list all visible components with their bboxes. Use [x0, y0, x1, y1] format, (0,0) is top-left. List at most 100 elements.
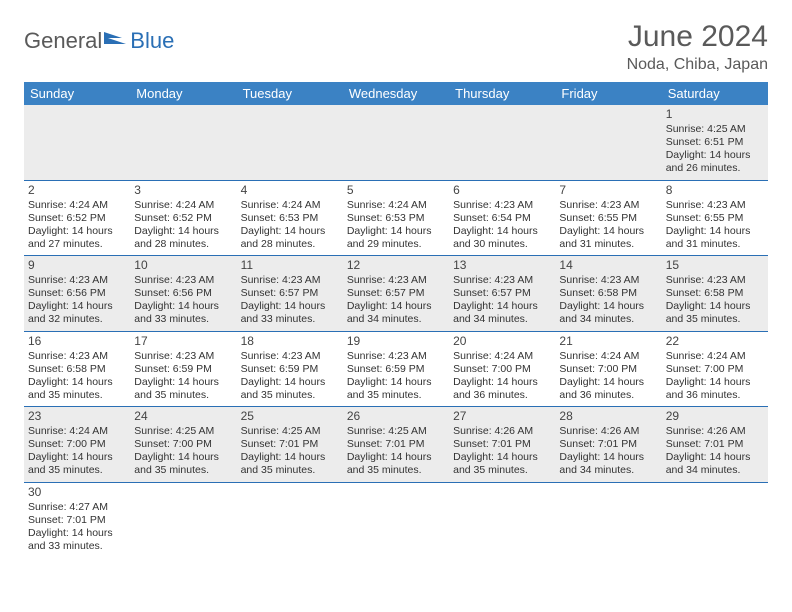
weekday-header: Tuesday	[237, 82, 343, 105]
day-number: 5	[347, 183, 445, 198]
daylight-line: Daylight: 14 hours and 35 minutes.	[134, 376, 232, 402]
day-number: 30	[28, 485, 126, 500]
sunset-line: Sunset: 6:54 PM	[453, 212, 551, 225]
daylight-line: Daylight: 14 hours and 34 minutes.	[666, 451, 764, 477]
daylight-line: Daylight: 14 hours and 31 minutes.	[666, 225, 764, 251]
daylight-line: Daylight: 14 hours and 34 minutes.	[453, 300, 551, 326]
daylight-line: Daylight: 14 hours and 35 minutes.	[666, 300, 764, 326]
sunrise-line: Sunrise: 4:24 AM	[559, 350, 657, 363]
sunset-line: Sunset: 6:53 PM	[241, 212, 339, 225]
day-cell: 12Sunrise: 4:23 AMSunset: 6:57 PMDayligh…	[343, 256, 449, 332]
day-number: 14	[559, 258, 657, 273]
sunrise-line: Sunrise: 4:24 AM	[453, 350, 551, 363]
calendar-row: 23Sunrise: 4:24 AMSunset: 7:00 PMDayligh…	[24, 407, 768, 483]
day-number: 22	[666, 334, 764, 349]
daylight-line: Daylight: 14 hours and 36 minutes.	[666, 376, 764, 402]
sunset-line: Sunset: 7:01 PM	[453, 438, 551, 451]
sunset-line: Sunset: 7:01 PM	[666, 438, 764, 451]
day-number: 15	[666, 258, 764, 273]
sunset-line: Sunset: 7:01 PM	[559, 438, 657, 451]
sunrise-line: Sunrise: 4:23 AM	[347, 274, 445, 287]
day-cell: 15Sunrise: 4:23 AMSunset: 6:58 PMDayligh…	[662, 256, 768, 332]
day-cell: 24Sunrise: 4:25 AMSunset: 7:00 PMDayligh…	[130, 407, 236, 483]
daylight-line: Daylight: 14 hours and 36 minutes.	[453, 376, 551, 402]
sunset-line: Sunset: 6:56 PM	[134, 287, 232, 300]
day-number: 20	[453, 334, 551, 349]
day-cell: 16Sunrise: 4:23 AMSunset: 6:58 PMDayligh…	[24, 331, 130, 407]
sunrise-line: Sunrise: 4:23 AM	[28, 350, 126, 363]
empty-cell	[555, 105, 661, 180]
day-cell: 27Sunrise: 4:26 AMSunset: 7:01 PMDayligh…	[449, 407, 555, 483]
day-cell: 21Sunrise: 4:24 AMSunset: 7:00 PMDayligh…	[555, 331, 661, 407]
sunrise-line: Sunrise: 4:23 AM	[241, 274, 339, 287]
daylight-line: Daylight: 14 hours and 35 minutes.	[134, 451, 232, 477]
sunrise-line: Sunrise: 4:23 AM	[559, 199, 657, 212]
day-cell: 13Sunrise: 4:23 AMSunset: 6:57 PMDayligh…	[449, 256, 555, 332]
weekday-header: Sunday	[24, 82, 130, 105]
day-number: 23	[28, 409, 126, 424]
daylight-line: Daylight: 14 hours and 29 minutes.	[347, 225, 445, 251]
day-cell: 1Sunrise: 4:25 AMSunset: 6:51 PMDaylight…	[662, 105, 768, 180]
sunset-line: Sunset: 6:56 PM	[28, 287, 126, 300]
daylight-line: Daylight: 14 hours and 36 minutes.	[559, 376, 657, 402]
sunset-line: Sunset: 6:57 PM	[241, 287, 339, 300]
sunrise-line: Sunrise: 4:27 AM	[28, 501, 126, 514]
daylight-line: Daylight: 14 hours and 28 minutes.	[134, 225, 232, 251]
day-cell: 14Sunrise: 4:23 AMSunset: 6:58 PMDayligh…	[555, 256, 661, 332]
day-number: 25	[241, 409, 339, 424]
day-cell: 23Sunrise: 4:24 AMSunset: 7:00 PMDayligh…	[24, 407, 130, 483]
day-cell: 22Sunrise: 4:24 AMSunset: 7:00 PMDayligh…	[662, 331, 768, 407]
sunrise-line: Sunrise: 4:23 AM	[347, 350, 445, 363]
daylight-line: Daylight: 14 hours and 34 minutes.	[347, 300, 445, 326]
day-number: 24	[134, 409, 232, 424]
sunset-line: Sunset: 7:00 PM	[28, 438, 126, 451]
sunrise-line: Sunrise: 4:23 AM	[28, 274, 126, 287]
daylight-line: Daylight: 14 hours and 32 minutes.	[28, 300, 126, 326]
empty-cell	[449, 105, 555, 180]
day-cell: 8Sunrise: 4:23 AMSunset: 6:55 PMDaylight…	[662, 180, 768, 256]
weekday-header: Saturday	[662, 82, 768, 105]
day-number: 11	[241, 258, 339, 273]
empty-cell	[24, 105, 130, 180]
day-number: 26	[347, 409, 445, 424]
day-number: 13	[453, 258, 551, 273]
empty-cell	[343, 105, 449, 180]
sunset-line: Sunset: 6:52 PM	[28, 212, 126, 225]
daylight-line: Daylight: 14 hours and 35 minutes.	[453, 451, 551, 477]
day-number: 10	[134, 258, 232, 273]
day-number: 8	[666, 183, 764, 198]
daylight-line: Daylight: 14 hours and 33 minutes.	[241, 300, 339, 326]
daylight-line: Daylight: 14 hours and 34 minutes.	[559, 451, 657, 477]
calendar-row: 30Sunrise: 4:27 AMSunset: 7:01 PMDayligh…	[24, 482, 768, 557]
sunset-line: Sunset: 6:52 PM	[134, 212, 232, 225]
day-number: 9	[28, 258, 126, 273]
empty-cell	[449, 482, 555, 557]
daylight-line: Daylight: 14 hours and 35 minutes.	[347, 376, 445, 402]
day-cell: 25Sunrise: 4:25 AMSunset: 7:01 PMDayligh…	[237, 407, 343, 483]
day-cell: 19Sunrise: 4:23 AMSunset: 6:59 PMDayligh…	[343, 331, 449, 407]
day-number: 3	[134, 183, 232, 198]
sunset-line: Sunset: 7:00 PM	[453, 363, 551, 376]
day-number: 17	[134, 334, 232, 349]
daylight-line: Daylight: 14 hours and 35 minutes.	[241, 376, 339, 402]
day-cell: 7Sunrise: 4:23 AMSunset: 6:55 PMDaylight…	[555, 180, 661, 256]
calendar-row: 1Sunrise: 4:25 AMSunset: 6:51 PMDaylight…	[24, 105, 768, 180]
daylight-line: Daylight: 14 hours and 33 minutes.	[134, 300, 232, 326]
sunset-line: Sunset: 6:59 PM	[134, 363, 232, 376]
sunrise-line: Sunrise: 4:23 AM	[134, 274, 232, 287]
month-title: June 2024	[627, 20, 768, 54]
sunrise-line: Sunrise: 4:23 AM	[453, 274, 551, 287]
calendar-row: 16Sunrise: 4:23 AMSunset: 6:58 PMDayligh…	[24, 331, 768, 407]
day-cell: 28Sunrise: 4:26 AMSunset: 7:01 PMDayligh…	[555, 407, 661, 483]
sunset-line: Sunset: 7:00 PM	[666, 363, 764, 376]
sunrise-line: Sunrise: 4:25 AM	[241, 425, 339, 438]
sunrise-line: Sunrise: 4:26 AM	[559, 425, 657, 438]
day-cell: 30Sunrise: 4:27 AMSunset: 7:01 PMDayligh…	[24, 482, 130, 557]
weekday-header: Monday	[130, 82, 236, 105]
sunrise-line: Sunrise: 4:23 AM	[241, 350, 339, 363]
daylight-line: Daylight: 14 hours and 30 minutes.	[453, 225, 551, 251]
day-cell: 18Sunrise: 4:23 AMSunset: 6:59 PMDayligh…	[237, 331, 343, 407]
sunset-line: Sunset: 6:57 PM	[453, 287, 551, 300]
daylight-line: Daylight: 14 hours and 35 minutes.	[347, 451, 445, 477]
calendar-row: 9Sunrise: 4:23 AMSunset: 6:56 PMDaylight…	[24, 256, 768, 332]
